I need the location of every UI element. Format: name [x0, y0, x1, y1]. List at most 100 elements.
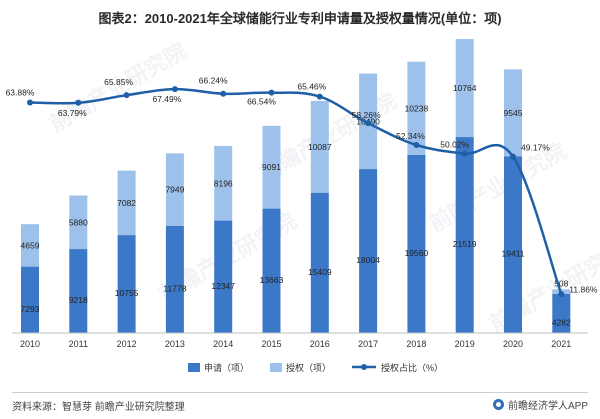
line-label: 50.02%	[440, 140, 469, 150]
line-label: 11.86%	[569, 284, 598, 294]
source-note: 资料来源：智慧芽 前瞻产业研究院整理	[12, 402, 185, 413]
bar-label-apply: 18004	[356, 255, 380, 265]
bars-layer	[21, 39, 571, 333]
bar-label-grant: 4659	[21, 240, 40, 250]
bar-grant	[504, 69, 522, 157]
brand-label: 前瞻经济学人APP	[507, 401, 588, 412]
bar-apply	[359, 169, 378, 333]
bar-grant	[310, 100, 329, 193]
x-tick-label: 2016	[310, 339, 330, 349]
line-point	[123, 92, 130, 99]
bar-label-apply: 12347	[211, 281, 235, 291]
bar-apply	[504, 156, 522, 333]
bar-apply	[310, 192, 329, 333]
bar-apply	[407, 154, 426, 333]
legend-label-apply: 申请（项）	[204, 362, 249, 373]
bar-label-grant: 7949	[165, 185, 184, 195]
bar-grant	[455, 39, 474, 138]
chart-title: 图表2：2010-2021年全球储能行业专利申请量及授权量情况(单位：项)	[98, 11, 502, 26]
bar-apply	[214, 220, 233, 333]
line-label: 63.88%	[6, 87, 35, 97]
line-label: 65.85%	[104, 77, 133, 87]
x-tick-label: 2020	[503, 339, 523, 349]
line-point	[461, 150, 468, 157]
bar-label-grant: 508	[554, 278, 568, 288]
bar-label-grant: 10087	[308, 142, 332, 152]
bar-label-apply: 19411	[501, 249, 524, 259]
bar-apply	[69, 249, 88, 333]
bar-grant	[407, 61, 426, 155]
x-tick-label: 2014	[213, 339, 233, 349]
legend-label-grant: 授权（项）	[286, 362, 331, 373]
bar-label-grant: 7082	[117, 198, 136, 208]
x-tick-label: 2017	[358, 339, 378, 349]
bar-grant	[165, 153, 184, 226]
line-point	[365, 120, 372, 127]
x-tick-label: 2021	[551, 339, 571, 349]
bar-grant	[117, 170, 136, 236]
bar-apply	[21, 266, 39, 333]
bar-label-apply: 11778	[163, 283, 186, 293]
bar-label-grant: 8196	[214, 178, 233, 188]
line-point	[413, 141, 420, 148]
bar-label-grant: 10238	[405, 103, 429, 113]
bar-apply	[552, 294, 571, 333]
bar-apply	[262, 208, 281, 333]
footer-divider	[12, 392, 588, 393]
line-point	[510, 153, 516, 160]
line-point	[27, 99, 33, 106]
chart-svg: 7293 4659 9218 5880 10755 7082 11778 7949 12347 8…	[6, 39, 598, 373]
line-label: 52.34%	[396, 131, 425, 141]
x-axis: 2010 2011 2012 2013 2014 2015 2016 2017 2018 2019…	[12, 332, 588, 349]
line-layer: 63.88% 63.79% 65.85% 67.49% 66.24% 66.54% 65.4…	[6, 76, 598, 298]
bar-grant	[214, 145, 233, 221]
bar-label-apply: 4282	[552, 318, 571, 328]
line-point	[558, 291, 565, 298]
line-ratio	[29, 87, 563, 295]
bar-label-apply: 15409	[308, 267, 332, 277]
bar-label-grant: 9545	[504, 108, 523, 118]
x-tick-label: 2018	[406, 339, 426, 349]
legend-label-ratio: 授权占比（%）	[381, 362, 443, 373]
bar-label-grant: 5880	[69, 217, 88, 227]
line-point	[75, 99, 82, 106]
line-label: 65.46%	[297, 82, 326, 92]
x-tick-label: 2011	[69, 339, 88, 349]
line-label: 63.79%	[58, 108, 87, 118]
bar-grant	[262, 125, 281, 209]
line-label: 49.17%	[521, 143, 550, 153]
bar-label-apply: 7293	[21, 304, 40, 314]
line-point	[316, 93, 323, 100]
bar-apply	[165, 225, 184, 333]
legend-swatch-apply	[188, 363, 200, 372]
bar-label-grant: 9091	[262, 162, 281, 172]
line-label: 58.26%	[352, 110, 381, 120]
brand-logo-icon	[492, 399, 504, 410]
bar-label-apply: 10755	[115, 288, 139, 298]
line-point	[220, 90, 227, 97]
bar-label-apply: 13663	[260, 275, 284, 285]
x-tick-label: 2015	[261, 339, 281, 349]
bar-apply	[455, 137, 474, 333]
bar-label-apply: 9218	[69, 295, 88, 305]
line-point	[268, 89, 275, 96]
line-label: 66.24%	[199, 76, 228, 86]
bar-grant	[69, 195, 88, 250]
bar-grant	[21, 224, 39, 267]
legend-marker-ratio	[361, 364, 367, 370]
brand: 前瞻经济学人APP	[492, 397, 588, 412]
legend-swatch-grant	[270, 363, 282, 372]
x-tick-label: 2019	[455, 339, 475, 349]
line-point	[171, 86, 178, 93]
x-tick-label: 2013	[165, 339, 185, 349]
line-label: 66.54%	[247, 97, 276, 107]
bar-label-apply: 21519	[453, 239, 477, 249]
x-tick-label: 2010	[20, 339, 40, 349]
bar-apply	[117, 235, 136, 333]
bar-label-apply: 19560	[405, 248, 429, 258]
legend: 申请（项） 授权（项） 授权占比（%）	[188, 362, 443, 373]
line-label: 67.49%	[152, 94, 181, 104]
bar-label-grant: 10764	[453, 83, 477, 93]
bar-labels-layer: 7293 4659 9218 5880 10755 7082 11778 7949 12347 8…	[21, 83, 571, 327]
x-tick-label: 2012	[117, 339, 137, 349]
